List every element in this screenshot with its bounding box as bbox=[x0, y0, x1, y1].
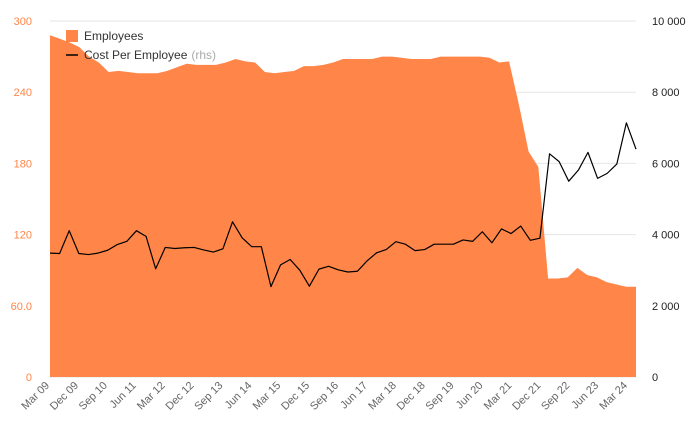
x-axis-tick-label: Mar 18 bbox=[366, 380, 399, 413]
left-axis-tick-label: 60.0 bbox=[11, 301, 32, 313]
x-axis-tick-label: Mar 24 bbox=[597, 380, 630, 413]
right-axis-tick-label: 10 000 bbox=[652, 16, 686, 28]
x-axis-tick-label: Mar 12 bbox=[135, 380, 168, 413]
x-axis-tick-label: Jun 14 bbox=[223, 380, 255, 412]
legend-employees-swatch bbox=[66, 30, 78, 42]
x-axis-tick-label: Mar 15 bbox=[251, 380, 284, 413]
x-axis-tick-label: Sep 13 bbox=[192, 380, 225, 413]
legend-rhs-note: (rhs) bbox=[191, 48, 216, 62]
left-axis-tick-label: 180 bbox=[14, 158, 32, 170]
left-axis-tick-label: 120 bbox=[14, 230, 32, 242]
left-y-axis: 0 60.0 120 180 240 300 bbox=[11, 16, 32, 384]
x-axis-tick-label: Jun 23 bbox=[569, 380, 601, 412]
legend-cost-text: Cost Per Employee bbox=[84, 48, 188, 62]
employees-area-layer bbox=[50, 35, 636, 378]
x-axis-tick-label: Mar 09 bbox=[19, 380, 52, 413]
legend-cost-label: Cost Per Employee (rhs) bbox=[84, 48, 216, 62]
x-axis-tick-label: Dec 18 bbox=[395, 380, 428, 413]
employees-area bbox=[50, 35, 636, 378]
x-axis-tick-label: Dec 09 bbox=[48, 380, 81, 413]
x-axis-tick-label: Sep 19 bbox=[424, 380, 457, 413]
legend-employees-label: Employees bbox=[84, 29, 143, 43]
x-axis-tick-label: Dec 12 bbox=[163, 380, 196, 413]
x-axis-tick-label: Jun 11 bbox=[108, 380, 139, 411]
x-axis-tick-label: Sep 22 bbox=[539, 380, 572, 413]
right-axis-tick-label: 2 000 bbox=[652, 301, 680, 313]
cost-per-employee-line-layer bbox=[49, 122, 637, 288]
x-axis-tick-label: Jun 17 bbox=[338, 380, 370, 412]
x-axis-tick-label: Sep 16 bbox=[308, 380, 341, 413]
right-axis-tick-label: 0 bbox=[652, 372, 658, 384]
right-axis-tick-label: 4 000 bbox=[652, 230, 680, 242]
x-axis-tick-label: Sep 10 bbox=[77, 380, 110, 413]
cost-per-employee-line bbox=[49, 122, 637, 288]
x-axis-tick-label: Dec 15 bbox=[279, 380, 312, 413]
legend: Employees Cost Per Employee (rhs) bbox=[66, 29, 216, 62]
right-y-axis: 0 2 000 4 000 6 000 8 000 10 000 bbox=[652, 16, 686, 384]
x-axis-tick-label: Mar 21 bbox=[482, 380, 515, 413]
x-axis-tick-label: Dec 21 bbox=[510, 380, 543, 413]
x-axis-tick-label: Jun 20 bbox=[454, 380, 486, 412]
right-axis-tick-label: 6 000 bbox=[652, 158, 680, 170]
right-axis-tick-label: 8 000 bbox=[652, 87, 680, 99]
left-axis-tick-label: 300 bbox=[14, 16, 32, 28]
left-axis-tick-label: 0 bbox=[26, 372, 32, 384]
left-axis-tick-label: 240 bbox=[14, 87, 32, 99]
